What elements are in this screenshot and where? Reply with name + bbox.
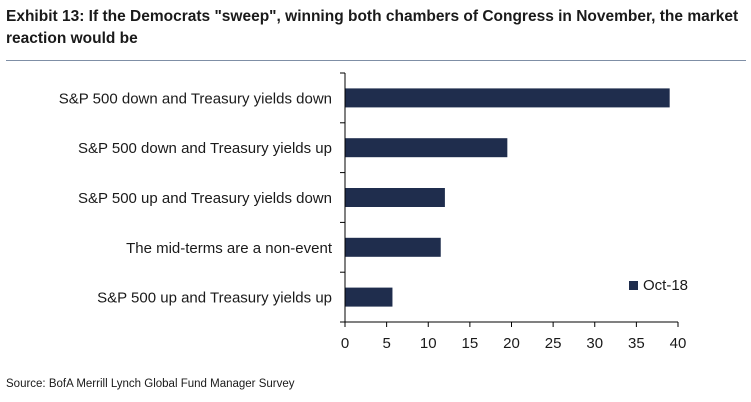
x-tick-label: 15 (462, 335, 479, 352)
x-tick-label: 0 (341, 335, 349, 352)
bar (345, 88, 670, 108)
x-tick-label: 35 (628, 335, 645, 352)
x-tick-label: 25 (545, 335, 562, 352)
legend-label: Oct-18 (643, 277, 688, 294)
bar (345, 237, 441, 257)
x-tick-label: 20 (503, 335, 520, 352)
category-label: S&P 500 down and Treasury yields down (59, 90, 332, 107)
chart-title: Exhibit 13: If the Democrats "sweep", wi… (6, 8, 739, 47)
bar (345, 188, 445, 207)
category-label: S&P 500 up and Treasury yields up (97, 290, 332, 307)
category-label: The mid-terms are a non-event (126, 240, 333, 257)
x-tick-label: 30 (586, 335, 603, 352)
x-tick-label: 10 (420, 335, 437, 352)
x-tick-label: 5 (382, 335, 390, 352)
bar (345, 287, 393, 307)
category-label: S&P 500 down and Treasury yields up (78, 140, 332, 157)
category-label: S&P 500 up and Treasury yields down (78, 190, 332, 207)
legend-swatch (629, 281, 638, 290)
title-divider (6, 60, 746, 61)
source-note: Source: BofA Merrill Lynch Global Fund M… (6, 378, 295, 390)
x-tick-label: 40 (670, 335, 687, 352)
bar (345, 138, 508, 158)
